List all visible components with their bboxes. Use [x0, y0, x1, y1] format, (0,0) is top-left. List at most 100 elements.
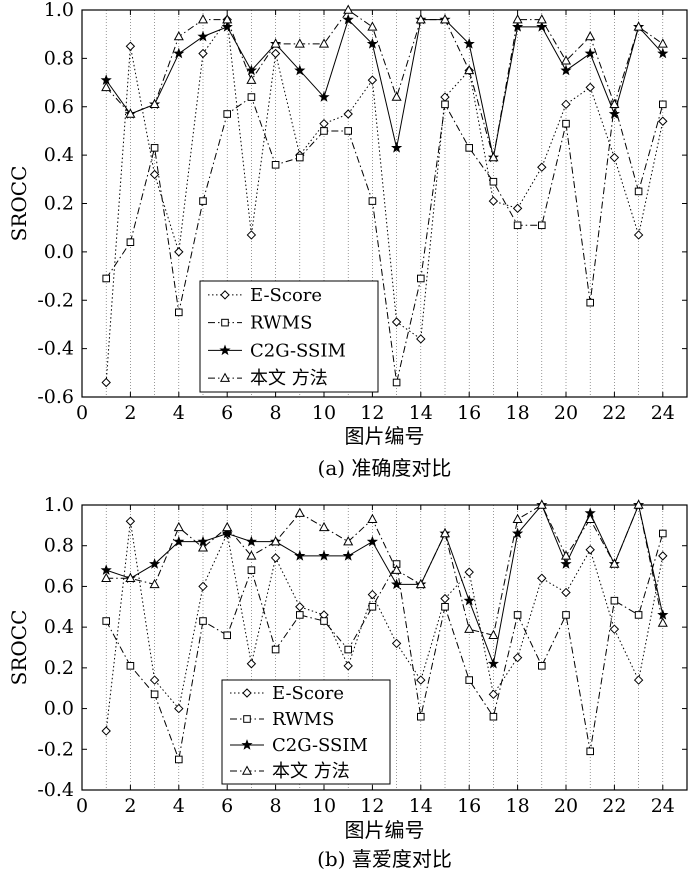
series-line — [105, 9, 664, 158]
data-point — [319, 118, 329, 129]
x-tick-label: 22 — [602, 402, 626, 424]
data-point — [633, 21, 644, 31]
data-point — [561, 99, 571, 110]
data-point — [221, 21, 233, 32]
x-axis-label: 图片编号 — [345, 818, 425, 842]
data-point — [487, 657, 499, 669]
legend-marker — [241, 765, 253, 775]
x-tick-label: 2 — [124, 402, 136, 424]
data-point — [342, 550, 354, 561]
data-point — [536, 21, 548, 32]
data-point — [657, 617, 668, 627]
data-point — [149, 578, 160, 589]
data-point — [270, 553, 281, 563]
data-point — [125, 108, 136, 118]
data-point — [658, 551, 668, 561]
x-tick-label: 4 — [173, 402, 185, 424]
data-point — [609, 152, 620, 163]
data-point — [560, 64, 572, 76]
data-point — [270, 48, 281, 59]
data-point — [634, 611, 643, 619]
series-square — [102, 93, 667, 387]
data-point — [246, 74, 257, 84]
data-point — [633, 675, 644, 685]
y-tick-label: 0.0 — [44, 241, 74, 263]
plot-frame — [81, 504, 688, 791]
y-tick-label: -0.4 — [37, 338, 74, 360]
data-point — [368, 602, 377, 611]
data-point — [246, 230, 257, 240]
data-point — [150, 144, 159, 152]
series-star — [100, 13, 669, 163]
data-point — [222, 14, 233, 24]
data-point — [366, 535, 378, 547]
data-point — [464, 567, 474, 577]
data-point — [367, 75, 378, 85]
data-point — [318, 550, 330, 561]
y-tick-label: 0.2 — [44, 657, 74, 679]
legend-label: C2G-SSIM — [250, 340, 346, 361]
data-point — [463, 38, 475, 49]
data-point — [488, 151, 499, 162]
data-point — [608, 108, 620, 119]
legend-marker — [219, 372, 231, 382]
legend-label: E-Score — [250, 285, 322, 306]
y-tick-label: -0.2 — [37, 738, 74, 760]
data-point — [536, 14, 547, 24]
x-tick-label: 16 — [457, 795, 481, 817]
y-tick-label: 0.8 — [44, 47, 74, 69]
legend-label: 本文 方法 — [272, 761, 350, 782]
chart-caption: (a) 准确度对比 — [318, 456, 452, 480]
series-line — [105, 521, 664, 732]
data-point — [586, 747, 595, 756]
chart-caption: (b) 喜爱度对比 — [317, 847, 452, 871]
series-line — [105, 533, 664, 762]
data-point — [101, 726, 111, 736]
data-point — [294, 550, 306, 561]
y-axis-label: SROCC — [7, 610, 31, 686]
data-point — [197, 542, 209, 552]
y-tick-label: 0.6 — [44, 96, 74, 118]
series-line — [106, 503, 664, 636]
x-tick-label: 8 — [270, 795, 282, 817]
y-tick-label: 0.6 — [44, 575, 74, 597]
data-point — [173, 521, 184, 532]
data-point — [367, 589, 378, 600]
data-point — [512, 652, 523, 663]
x-tick-label: 8 — [270, 402, 282, 424]
data-point — [223, 631, 231, 640]
data-point — [295, 602, 305, 612]
data-point — [489, 177, 498, 186]
series-star — [100, 499, 669, 669]
data-point — [296, 153, 304, 162]
data-point — [270, 38, 281, 48]
data-point — [585, 31, 596, 41]
data-point — [344, 645, 352, 654]
data-point — [270, 536, 281, 546]
data-point — [294, 64, 306, 76]
legend-label: RWMS — [250, 313, 312, 334]
series-line — [106, 503, 664, 666]
data-point — [584, 47, 596, 59]
data-point — [609, 558, 620, 568]
data-point — [441, 602, 449, 611]
data-point — [368, 197, 377, 205]
data-point — [173, 47, 185, 59]
data-point — [440, 593, 450, 604]
data-point — [392, 378, 401, 387]
data-point — [342, 13, 354, 25]
y-axis-label: SROCC — [7, 166, 31, 242]
data-point — [245, 535, 257, 547]
data-point — [439, 14, 451, 24]
data-point — [391, 638, 402, 649]
data-point — [223, 110, 231, 118]
data-point — [536, 499, 547, 509]
series-square — [102, 529, 667, 764]
data-point — [488, 689, 499, 700]
x-tick-label: 18 — [506, 795, 530, 817]
data-point — [512, 527, 524, 539]
data-point — [465, 676, 473, 684]
data-point — [271, 161, 280, 169]
data-point — [222, 521, 233, 532]
legend-box — [199, 280, 379, 393]
